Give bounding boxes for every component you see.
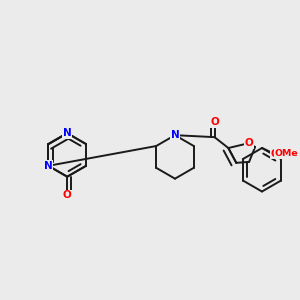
Text: OMe: OMe bbox=[275, 149, 298, 158]
Text: O: O bbox=[271, 149, 279, 159]
Text: N: N bbox=[63, 128, 72, 138]
Text: N: N bbox=[171, 130, 179, 140]
Text: O: O bbox=[245, 138, 254, 148]
Text: N: N bbox=[44, 161, 53, 171]
Text: O: O bbox=[63, 190, 72, 200]
Text: O: O bbox=[210, 117, 219, 127]
